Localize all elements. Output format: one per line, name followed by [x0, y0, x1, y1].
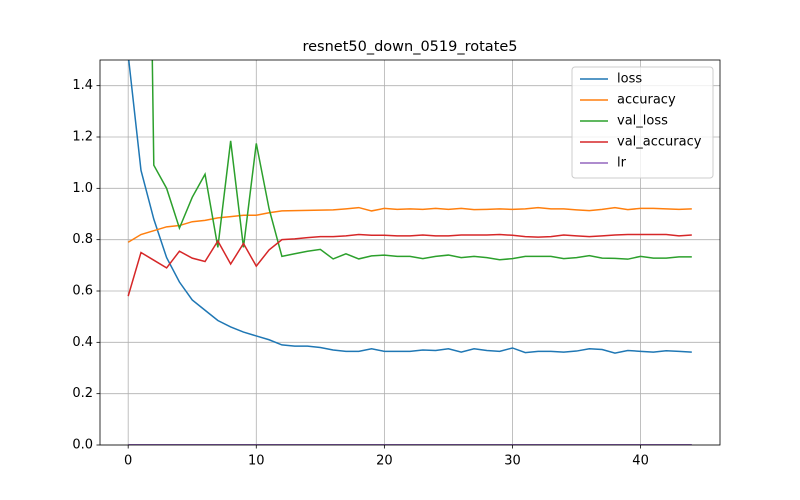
x-tick-label: 10 [248, 454, 265, 469]
series-line [127, 233, 692, 297]
y-tick-label: 0.6 [72, 284, 93, 299]
y-tick-label: 0.8 [72, 232, 93, 247]
y-tick-label: 1.0 [72, 181, 93, 196]
legend-label: val_loss [617, 114, 668, 129]
legend-label: lr [617, 156, 627, 171]
y-tick-label: 0.0 [72, 438, 93, 453]
x-tick-label: 30 [504, 454, 521, 469]
x-tick-label: 40 [632, 454, 649, 469]
legend-box [571, 66, 714, 179]
x-tick-label: 0 [124, 454, 132, 469]
plot-frame [99, 59, 721, 446]
series-line [127, 206, 692, 243]
y-tick-label: 0.2 [72, 386, 93, 401]
y-tick-label: 1.4 [72, 78, 93, 93]
legend-label: val_accuracy [617, 135, 702, 150]
y-tick-label: 0.4 [72, 335, 93, 350]
x-tick-label: 20 [376, 454, 393, 469]
y-tick-label: 1.2 [72, 130, 93, 145]
series-line [127, 60, 692, 354]
chart-title: resnet50_down_0519_rotate5 [302, 39, 517, 55]
legend-label: accuracy [617, 93, 676, 108]
series-line [151, 60, 692, 261]
legend-label: loss [617, 72, 642, 87]
